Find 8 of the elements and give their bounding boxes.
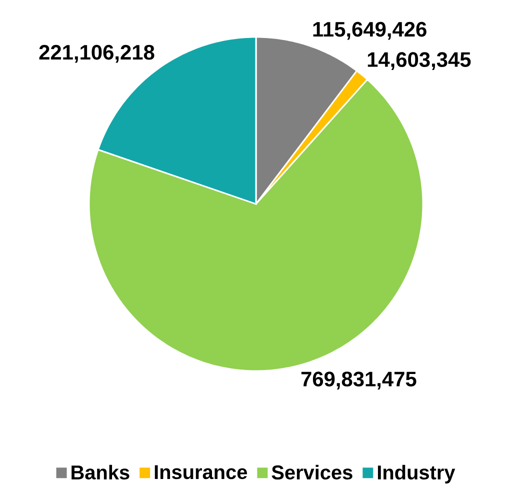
legend-label: Banks [72, 464, 130, 480]
legend-label: Services [272, 464, 352, 480]
legend-label: Industry [378, 464, 456, 484]
data-label: 769,831,475 [301, 372, 416, 390]
legend-label: Insurance [154, 465, 248, 480]
data-label: 14,603,345 [368, 52, 471, 70]
data-label: 115,649,426 [313, 22, 426, 40]
data-label: 221,106,218 [39, 44, 154, 63]
